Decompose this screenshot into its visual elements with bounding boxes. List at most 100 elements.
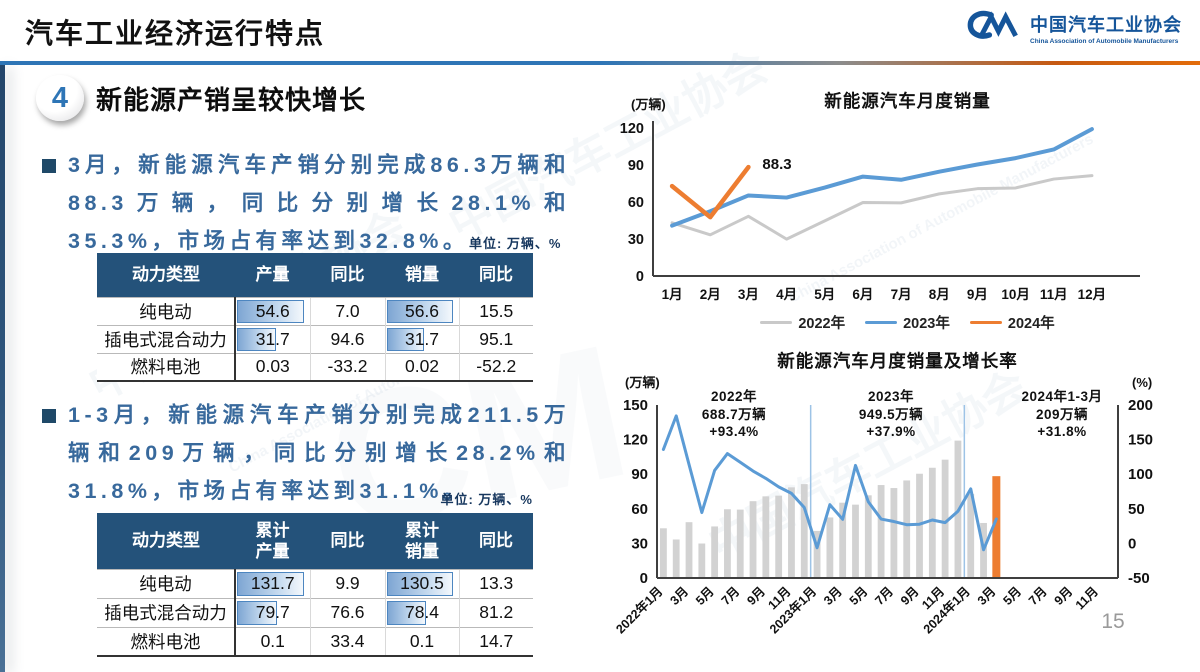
column-header: 同比 [310,253,385,297]
value-cell: 31.7 [234,324,310,353]
row-label-cell: 燃料电池 [97,352,236,381]
legend-item: 2022年 [760,312,845,333]
annotation-block: 2022年 688.7万辆 +93.4% [702,388,766,441]
monthly-sales-line-chart: (万辆) 0 30 60 90 120 1月 2月 3月 4月 5月 6月 7月 8月 9月 10月 11月 12… [620,97,1140,302]
page-number: 15 [1101,610,1125,633]
sales-bar [967,493,975,578]
column-header: 动力类型 [97,513,235,569]
left-axis-tick-label: 60 [631,501,648,518]
right-axis-tick-label: 200 [1128,397,1153,414]
legend-label: 2023年 [903,316,950,332]
legend-item: 2023年 [865,312,950,333]
data-bar [386,299,453,323]
cell-value: 56.6 [404,300,440,321]
bullet-item-march: 3月，新能源汽车产销分别完成86.3万辆和88.3万辆，同比分别增长28.1%和… [42,146,570,263]
legend-label: 2022年 [798,316,846,332]
cell-value: 0.02 [404,356,440,377]
x-axis-tick-label: 9月 [898,584,922,608]
right-axis-tick-label: 0 [1128,535,1136,552]
annotation-line: +37.9% [866,424,916,439]
value-cell: 131.7 [234,568,310,598]
value-cell: 31.7 [384,324,459,353]
column-header: 同比 [310,513,385,569]
legend-line-swatch [760,320,793,325]
sales-bar [672,539,680,578]
y-axis-tick-label: 0 [636,269,644,285]
bullet-text: 1-3月，新能源汽车产销分别完成211.5万辆和209万辆，同比分别增长28.2… [68,396,570,510]
sales-bar [685,522,693,578]
sales-bar [928,467,936,578]
x-axis-tick-label: 9月 [1052,584,1076,608]
column-header: 同比 [459,513,533,569]
data-bar [237,571,304,596]
cell-value: 0.03 [255,356,290,377]
right-axis-tick-label: 150 [1128,432,1153,449]
sales-bar [698,543,706,578]
x-axis-tick-label: 2月 [700,287,721,302]
series-line-2 [669,164,751,220]
x-axis-tick-label: 7月 [719,584,743,608]
annotation-block: 2023年 949.5万辆 +37.9% [859,388,923,441]
legend-label: 2024年 [1007,316,1055,332]
sales-bar [839,502,847,578]
cell-value: 76.6 [330,602,365,622]
x-axis-tick-label: 3月 [738,287,759,302]
column-header: 动力类型 [97,253,235,297]
x-axis-tick-label: 5月 [814,287,835,302]
sales-bar [903,480,911,578]
value-cell: 81.2 [458,597,533,627]
row-label-cell: 插电式混合动力 [97,597,236,627]
annotation-line: 209万辆 [1035,406,1089,422]
x-axis-tick-label: 8月 [929,287,950,302]
data-bar [237,327,276,351]
bullet-item-cumulative: 1-3月，新能源汽车产销分别完成211.5万辆和209万辆，同比分别增长28.2… [42,396,570,510]
cell-value: -33.2 [327,356,368,377]
cell-value: 131.7 [250,573,295,593]
table-row: 燃料电池 0.1 33.4 0.1 14.7 [97,626,533,656]
x-axis-tick-label: 3月 [975,584,999,608]
table-row: 插电式混合动力 31.7 94.6 31.7 95.1 [97,324,533,353]
x-axis-tick-label: 10月 [1001,287,1030,302]
x-axis-tick-label: 5月 [847,584,871,608]
caam-logo-name: 中国汽车工业协会 [1030,14,1182,35]
column-header: 累计 销量 [385,513,459,569]
sales-bar [724,509,731,578]
value-cell: 13.3 [458,568,533,598]
row-label-cell: 纯电动 [97,296,236,325]
annotation-line: 2023年 [867,389,915,404]
monthly-sales-chart-title: 新能源汽车月度销量 [824,91,991,111]
x-axis-tick-label: 12月 [1078,287,1107,302]
bullet-text-body: 1-3月，新能源汽车产销分别完成211.5万辆和209万辆，同比分别增长28.2… [68,403,570,503]
y-axis-tick-label: 90 [628,158,644,174]
sales-bar [864,495,872,578]
sales-bar [775,495,783,578]
cell-value: 9.9 [335,573,360,593]
left-axis-tick-label: 150 [623,397,648,414]
series-line-0 [670,174,1094,241]
y-axis-unit-label: (万辆) [631,97,666,112]
cell-value: 130.5 [400,573,444,593]
cell-value: 纯电动 [139,574,192,594]
x-axis-tick-label: 9月 [744,584,768,608]
x-axis-tick-label: 6月 [852,287,873,302]
data-bar [386,571,453,596]
value-cell: 79.7 [234,597,310,627]
value-cell: -52.2 [458,352,533,381]
annotation-line: 2022年 [710,389,758,404]
value-cell: 94.6 [309,324,385,353]
cell-value: 54.6 [255,300,290,321]
cell-value: 燃料电池 [130,357,201,378]
page-title: 汽车工业经济运行特点 [25,18,326,49]
value-cell: 78.4 [384,597,459,627]
highlight-bar [992,476,1001,578]
left-axis-unit-label: (万辆) [625,375,660,390]
sales-bar [762,496,770,578]
value-cell: -33.2 [309,352,385,381]
legend-line-swatch [865,320,898,325]
value-cell: 0.03 [234,352,310,381]
legend-item: 2024年 [969,312,1055,333]
sales-bar [877,485,885,578]
cell-value: 插电式混合动力 [104,329,227,350]
caam-logo: 中国汽车工业协会 China Association of Automobile… [964,8,1182,47]
column-header: 同比 [459,253,533,297]
